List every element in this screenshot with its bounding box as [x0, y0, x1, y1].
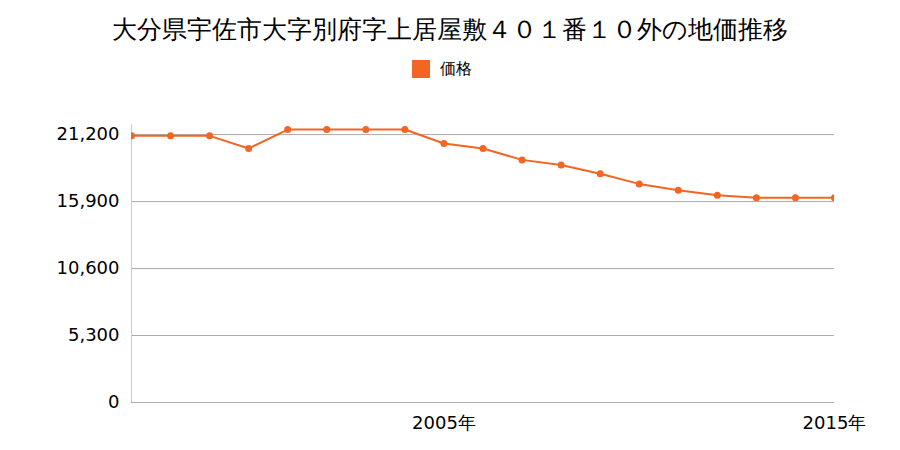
html-text:価格: 価格 [440, 58, 472, 78]
svg-text:2005年: 2005年 [412, 412, 476, 433]
svg-text:21,200: 21,200 [57, 123, 120, 144]
svg-text:5,300: 5,300 [68, 324, 120, 345]
svg-text:2015年: 2015年 [803, 412, 867, 433]
svg-text:0: 0 [108, 391, 119, 412]
html-text:大分県宇佐市大字別府字上居屋敷４０１番１０外の地価推移: 大分県宇佐市大字別府字上居屋敷４０１番１０外の地価推移 [112, 15, 788, 44]
svg-text:15,900: 15,900 [57, 190, 120, 211]
svg-text:10,600: 10,600 [57, 257, 120, 278]
